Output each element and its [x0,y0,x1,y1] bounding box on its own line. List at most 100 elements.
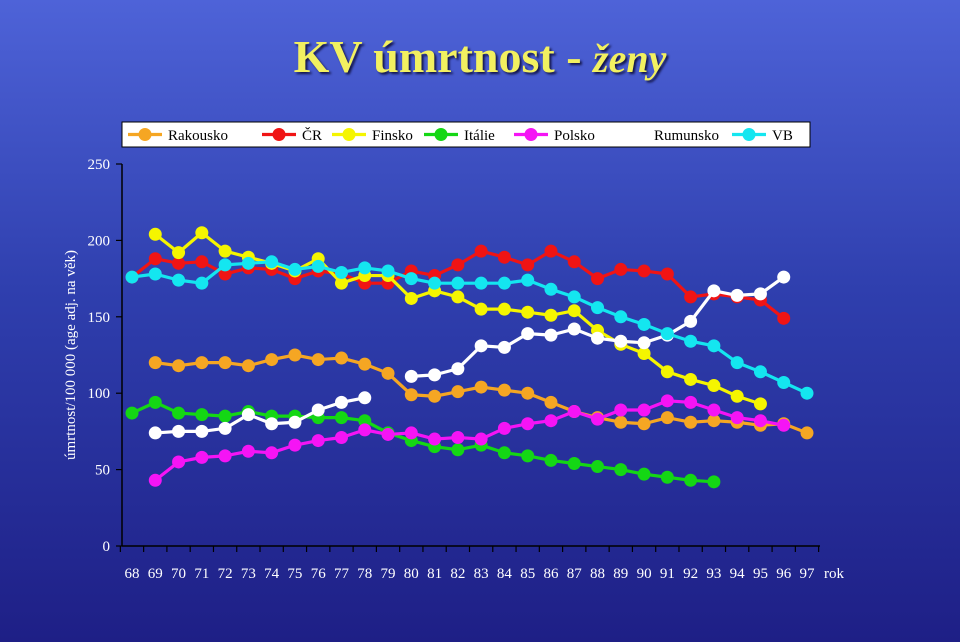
data-point [497,302,511,316]
series-line [131,260,808,395]
x-tick-label: 69 [148,566,163,582]
series-Rumunsko [148,270,791,440]
data-point [637,467,651,481]
data-point [497,276,511,290]
legend-swatch-marker [742,128,756,141]
data-point [544,308,558,322]
y-tick-label: 100 [88,386,111,402]
data-point [637,317,651,331]
legend-swatch-marker [434,128,448,141]
data-point [125,406,139,420]
data-point [521,417,535,431]
data-point [428,368,442,382]
data-point [567,255,581,269]
data-point [148,267,162,281]
data-point [474,276,488,290]
series-line [154,399,785,482]
data-point [195,255,209,269]
title-sub: ženy [593,36,667,81]
title-main: KV úmrtnost [293,31,555,82]
data-point [707,414,721,428]
data-point [684,395,698,409]
x-tick-label: 76 [311,566,327,582]
data-point [172,424,186,438]
data-point [241,359,255,373]
data-point [218,258,232,272]
data-point [684,415,698,429]
data-point [195,356,209,370]
data-point [684,334,698,348]
x-tick-label: 91 [660,566,675,582]
data-point [497,250,511,264]
data-point [334,395,348,409]
data-point [218,421,232,435]
data-point [730,411,744,425]
series-Finsko [148,226,767,411]
data-point [497,446,511,460]
data-point [637,403,651,417]
data-point [451,258,465,272]
data-point [591,301,605,315]
data-point [288,415,302,429]
data-point [637,417,651,431]
data-point [474,380,488,394]
data-point [148,426,162,440]
data-point [497,421,511,435]
data-point [241,408,255,422]
data-point [684,473,698,487]
data-point [381,264,395,278]
data-point [614,262,628,276]
data-point [730,288,744,302]
data-point [218,409,232,423]
data-point [614,403,628,417]
data-point [567,322,581,336]
data-point [544,328,558,342]
data-point [334,431,348,445]
legend-item: Finsko [332,128,413,144]
legend-label: VB [772,128,793,144]
data-point [288,262,302,276]
legend-label: Rumunsko [654,128,719,144]
data-point [591,272,605,286]
data-point [660,267,674,281]
data-point [451,276,465,290]
data-point [567,304,581,318]
data-point [218,267,232,281]
data-point [591,460,605,474]
data-point [544,453,558,467]
data-point [334,351,348,365]
data-point [195,450,209,464]
data-point [172,273,186,287]
x-axis-label: rok [824,566,844,582]
data-point [195,424,209,438]
data-point [381,366,395,380]
data-point [125,270,139,284]
data-point [358,357,372,371]
data-point [172,256,186,270]
legend-label: Finsko [372,128,413,144]
y-tick-label: 50 [95,463,110,479]
series-line [155,396,366,435]
data-point [195,226,209,240]
data-point [148,395,162,409]
x-tick-label: 96 [776,566,792,582]
data-point [660,470,674,484]
legend-item: Polsko [514,128,595,144]
legend-item: ČR [262,127,322,144]
y-axis-label: úmrtnost/100 000 (age adj. na věk) [63,250,79,460]
data-point [777,311,791,325]
data-point [334,411,348,425]
data-point [521,449,535,463]
x-tick-label: 78 [357,566,372,582]
legend-swatch-marker [524,128,538,141]
series-Polsko [148,394,791,487]
axes: 0 50 100 150 200 250 68 69 70 71 72 73 74 75 76 77 78 79 8… [88,157,845,582]
y-tick-label: 150 [88,310,111,326]
x-tick-label: 93 [706,566,721,582]
legend-item: Rakousko [128,128,228,144]
legend-swatch-marker [138,128,152,141]
data-point [591,412,605,426]
x-tick-label: 72 [218,566,233,582]
data-point [614,334,628,348]
data-point [334,265,348,279]
